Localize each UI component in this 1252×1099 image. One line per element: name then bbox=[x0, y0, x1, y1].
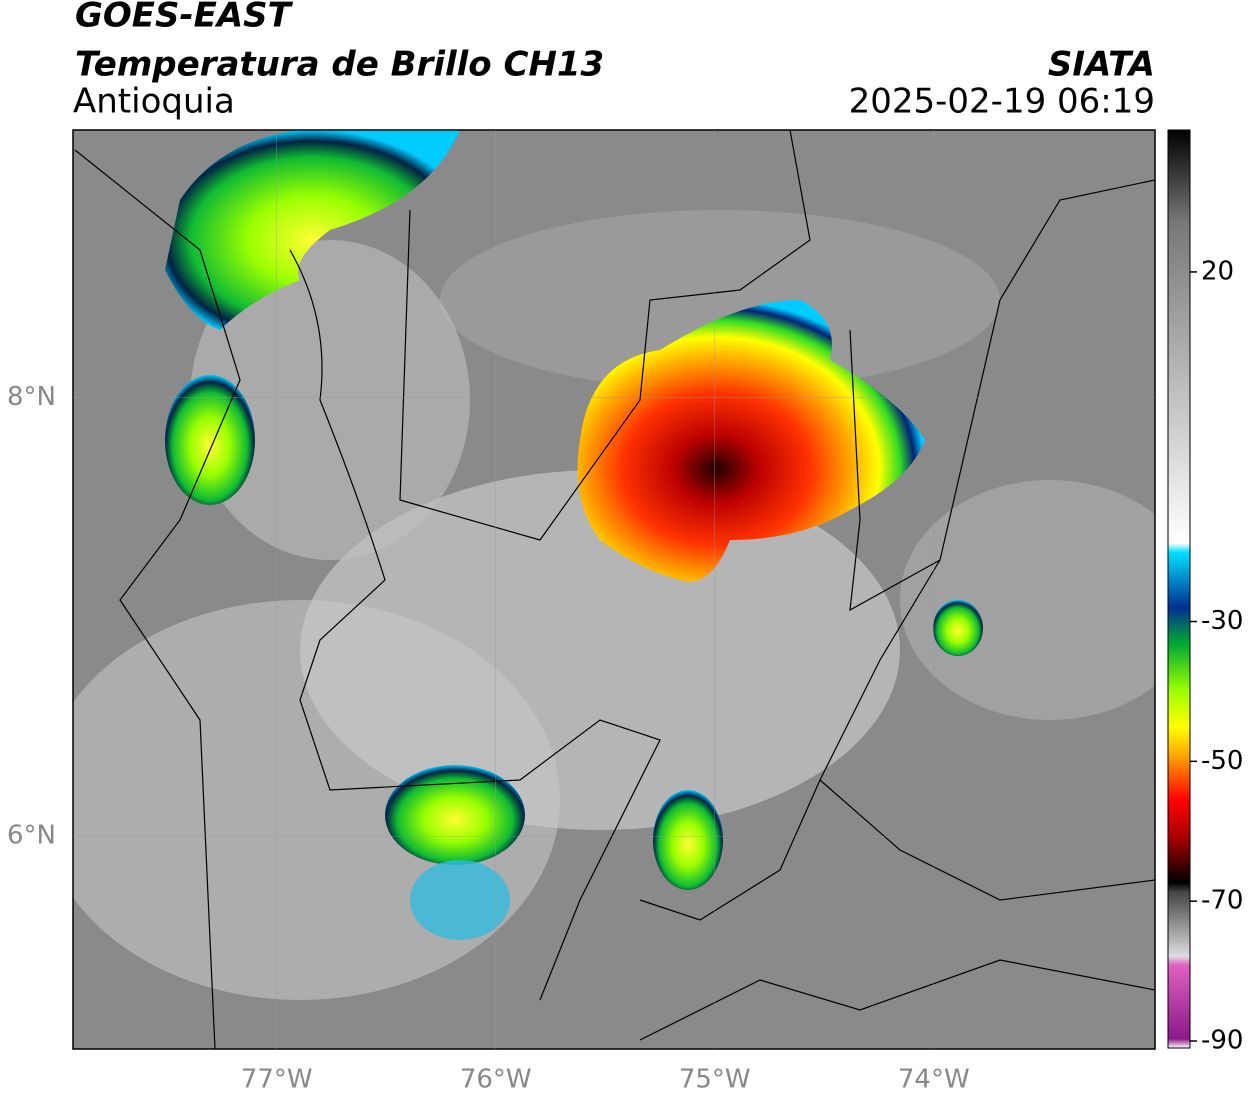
lat-label: 6°N bbox=[7, 821, 56, 851]
region: Antioquia bbox=[73, 82, 235, 122]
lon-label: 74°W bbox=[898, 1065, 970, 1095]
lat-label: 8°N bbox=[7, 382, 56, 412]
lon-label: 76°W bbox=[460, 1065, 532, 1095]
colorbar-label: -90 bbox=[1201, 1026, 1243, 1056]
colorbar-label: -70 bbox=[1201, 886, 1243, 916]
satellite-image bbox=[73, 130, 1155, 1049]
colorbar-label: -30 bbox=[1201, 606, 1243, 636]
colorbar-label: 20 bbox=[1201, 256, 1234, 286]
lon-label: 77°W bbox=[241, 1065, 313, 1095]
source: SIATA bbox=[1048, 45, 1155, 85]
colorbar-label: -50 bbox=[1201, 746, 1243, 776]
timestamp: 2025-02-19 06:19 bbox=[849, 82, 1155, 122]
title: GOES-EAST bbox=[75, 0, 294, 36]
colorbar bbox=[1167, 129, 1191, 1049]
header: GOES-EAST Temperatura de Brillo CH13 Ant… bbox=[73, 0, 1155, 122]
map-frame bbox=[72, 129, 1156, 1050]
lon-label: 75°W bbox=[679, 1065, 751, 1095]
subtitle: Temperatura de Brillo CH13 bbox=[75, 45, 604, 85]
